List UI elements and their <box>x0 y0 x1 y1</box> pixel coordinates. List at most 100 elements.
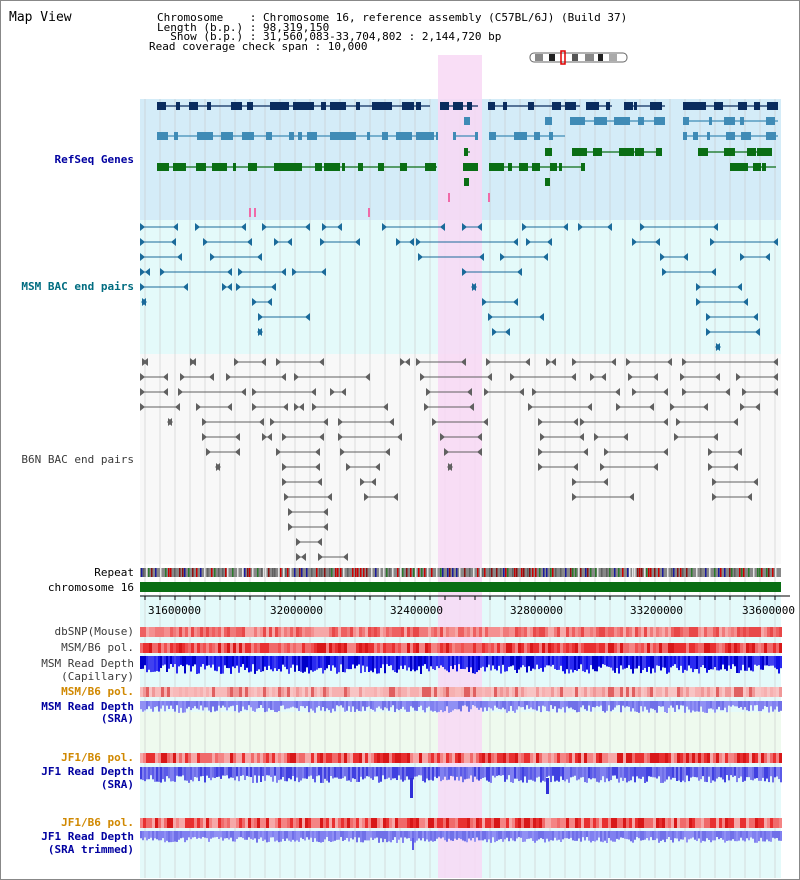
depth-bar <box>390 767 392 781</box>
bac-end-marker <box>571 373 576 381</box>
heatmap-cell <box>260 643 263 653</box>
repeat-element <box>188 568 190 577</box>
read-depth-tracks[interactable] <box>140 656 782 850</box>
heatmap-cell <box>614 687 617 697</box>
heatmap-cell <box>233 643 236 653</box>
heatmap-cell <box>254 643 257 653</box>
depth-bar <box>262 767 264 777</box>
depth-bar <box>444 831 446 841</box>
heatmap-cell <box>413 753 416 763</box>
heatmap-cell <box>182 687 185 697</box>
depth-bar <box>310 831 312 838</box>
refseq-gene-features[interactable] <box>157 102 778 217</box>
repeat-element <box>418 568 420 577</box>
depth-bar <box>168 767 170 779</box>
heatmap-cell <box>593 818 596 828</box>
heatmap-cell <box>272 627 275 637</box>
heatmap-cell <box>353 753 356 763</box>
bac-end-marker <box>623 433 628 441</box>
depth-bar <box>570 656 572 670</box>
depth-bar <box>434 831 436 842</box>
depth-bar <box>744 701 746 708</box>
repeat-element <box>469 568 471 577</box>
heatmap-cell <box>461 687 464 697</box>
heatmap-cell <box>707 627 710 637</box>
depth-bar <box>564 767 566 782</box>
depth-bar <box>566 701 568 707</box>
depth-bar <box>582 831 584 838</box>
repeat-element <box>141 568 143 577</box>
heatmap-cell <box>140 753 143 763</box>
heatmap-cell <box>722 687 725 697</box>
depth-bar <box>772 701 774 712</box>
b6n-bac-end-pairs[interactable] <box>140 358 778 561</box>
gene-exon <box>378 163 384 171</box>
heatmap-cell <box>404 818 407 828</box>
repeat-element <box>529 568 531 577</box>
depth-bar <box>286 656 288 670</box>
heatmap-cell <box>698 753 701 763</box>
heatmap-cell <box>170 643 173 653</box>
bac-end-marker <box>284 493 289 501</box>
msm-bac-end-pairs[interactable] <box>140 223 778 351</box>
depth-bar <box>630 701 632 712</box>
depth-bar <box>426 656 428 669</box>
depth-bar <box>662 767 664 783</box>
heatmap-cell <box>710 627 713 637</box>
heatmap-cell <box>683 687 686 697</box>
heatmap-cell <box>422 818 425 828</box>
depth-bar <box>688 656 690 666</box>
gene-exon <box>545 148 552 156</box>
heatmap-cell <box>158 753 161 763</box>
chromosome-ideogram[interactable] <box>529 50 628 65</box>
heatmap-cell <box>608 627 611 637</box>
heatmap-cell <box>254 627 257 637</box>
chromosome-bar[interactable] <box>140 582 781 592</box>
selected-region-highlight[interactable] <box>438 55 482 878</box>
depth-bar <box>272 831 274 838</box>
depth-bar <box>440 767 442 782</box>
repeat-element <box>257 568 259 577</box>
heatmap-cell <box>359 818 362 828</box>
heatmap-cell <box>758 627 761 637</box>
heatmap-cell <box>326 753 329 763</box>
heatmap-cell <box>482 687 485 697</box>
depth-bar <box>354 831 356 838</box>
heatmap-cell <box>419 643 422 653</box>
b6n-bac-label[interactable]: B6N BAC end pairs <box>21 453 134 466</box>
bac-end-marker <box>461 358 466 366</box>
heatmap-cell <box>509 627 512 637</box>
depth-bar <box>568 831 570 839</box>
heatmap-cell <box>680 643 683 653</box>
heatmap-cell <box>266 687 269 697</box>
heatmap-cell <box>389 643 392 653</box>
depth-bar <box>296 767 298 778</box>
heatmap-cell <box>644 687 647 697</box>
depth-bar <box>394 831 396 838</box>
depth-bar <box>256 656 258 671</box>
depth-bar <box>404 656 406 666</box>
heatmap-cell <box>662 687 665 697</box>
heatmap-cell <box>290 818 293 828</box>
depth-bar <box>622 701 624 706</box>
bac-end-marker <box>318 553 323 561</box>
repeat-track[interactable] <box>140 568 781 577</box>
depth-bar <box>280 656 282 672</box>
heatmap-cell <box>635 687 638 697</box>
msm-bac-label[interactable]: MSM BAC end pairs <box>21 280 134 293</box>
heatmap-cell <box>746 643 749 653</box>
depth-bar <box>682 656 684 673</box>
depth-bar <box>694 767 696 778</box>
heatmap-cell <box>146 818 149 828</box>
depth-bar <box>530 767 532 780</box>
depth-bar <box>710 656 712 670</box>
depth-bar <box>394 656 396 673</box>
refseq-genes-label[interactable]: RefSeq Genes <box>54 153 134 166</box>
heatmap-cell <box>416 753 419 763</box>
depth-bar <box>652 767 654 778</box>
heatmap-tracks[interactable] <box>140 627 782 828</box>
gene-exon <box>693 132 698 140</box>
heatmap-cell <box>413 687 416 697</box>
depth-bar <box>766 831 768 840</box>
